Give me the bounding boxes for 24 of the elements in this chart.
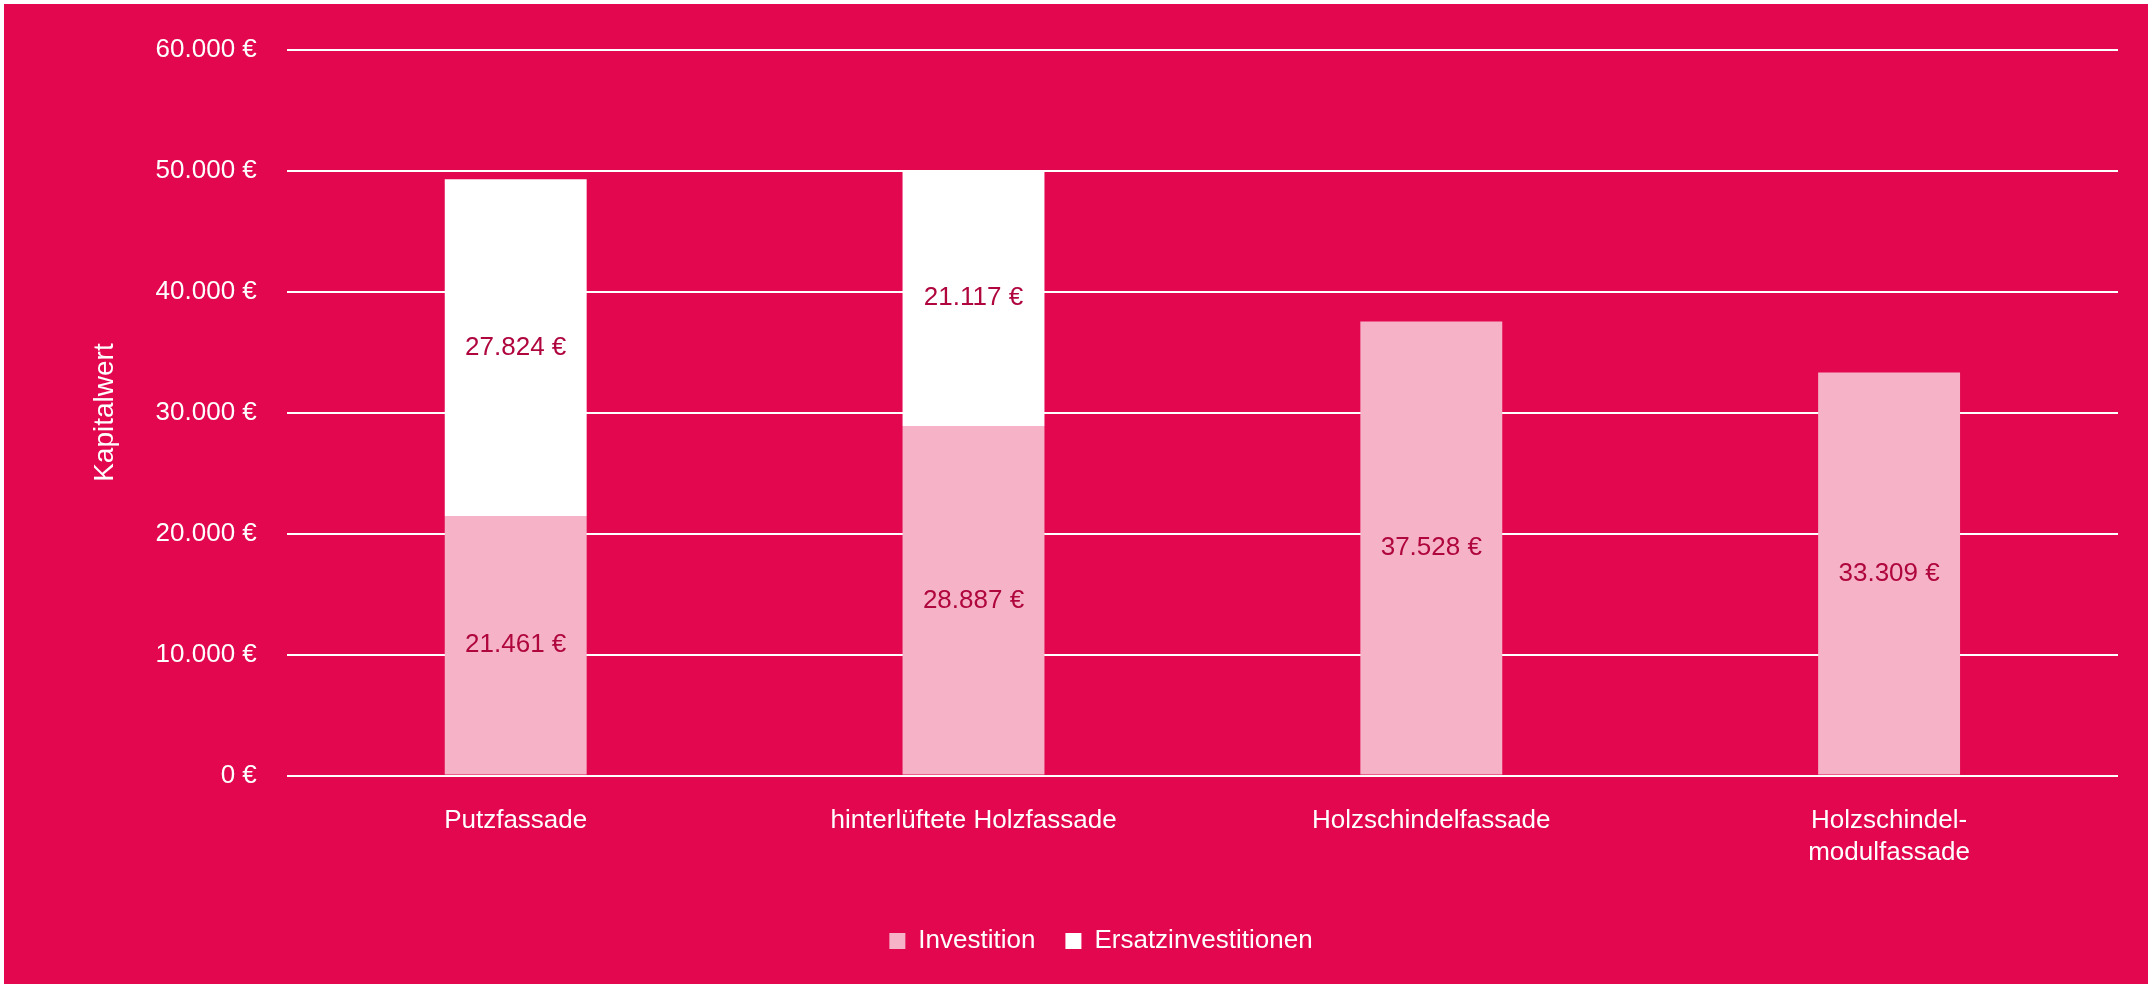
y-tick-label: 20.000 € bbox=[155, 516, 258, 547]
x-tick-label: Putzfassade bbox=[444, 804, 588, 835]
x-tick-label: hinterlüftete Holzfassade bbox=[830, 804, 1117, 835]
bar bbox=[1818, 372, 1961, 775]
y-tick-label: 50.000 € bbox=[155, 153, 258, 184]
y-tick-label: 30.000 € bbox=[155, 395, 258, 426]
y-axis-title: Kapitalwert bbox=[87, 343, 119, 482]
y-tick-label: 60.000 € bbox=[155, 32, 258, 63]
data-label: 33.309 € bbox=[1838, 556, 1941, 587]
legend-label: Investition bbox=[918, 924, 1036, 955]
bar bbox=[902, 426, 1045, 775]
data-label: 37.528 € bbox=[1380, 531, 1483, 562]
data-label: 21.117 € bbox=[923, 281, 1024, 312]
data-label: 27.824 € bbox=[465, 330, 567, 361]
data-label: 28.887 € bbox=[922, 583, 1025, 614]
x-tick-label: Holzschindelfassade bbox=[1312, 804, 1551, 835]
x-tick-label: Holzschindel-modulfassade bbox=[1808, 804, 1971, 866]
y-tick-label: 0 € bbox=[220, 758, 258, 789]
legend-label: Ersatzinvestitionen bbox=[1094, 924, 1313, 955]
bar bbox=[1360, 321, 1503, 775]
y-tick-label: 40.000 € bbox=[155, 274, 258, 305]
data-label: 21.461 € bbox=[465, 628, 567, 659]
bar bbox=[444, 515, 587, 775]
y-tick-label: 10.000 € bbox=[155, 637, 258, 668]
